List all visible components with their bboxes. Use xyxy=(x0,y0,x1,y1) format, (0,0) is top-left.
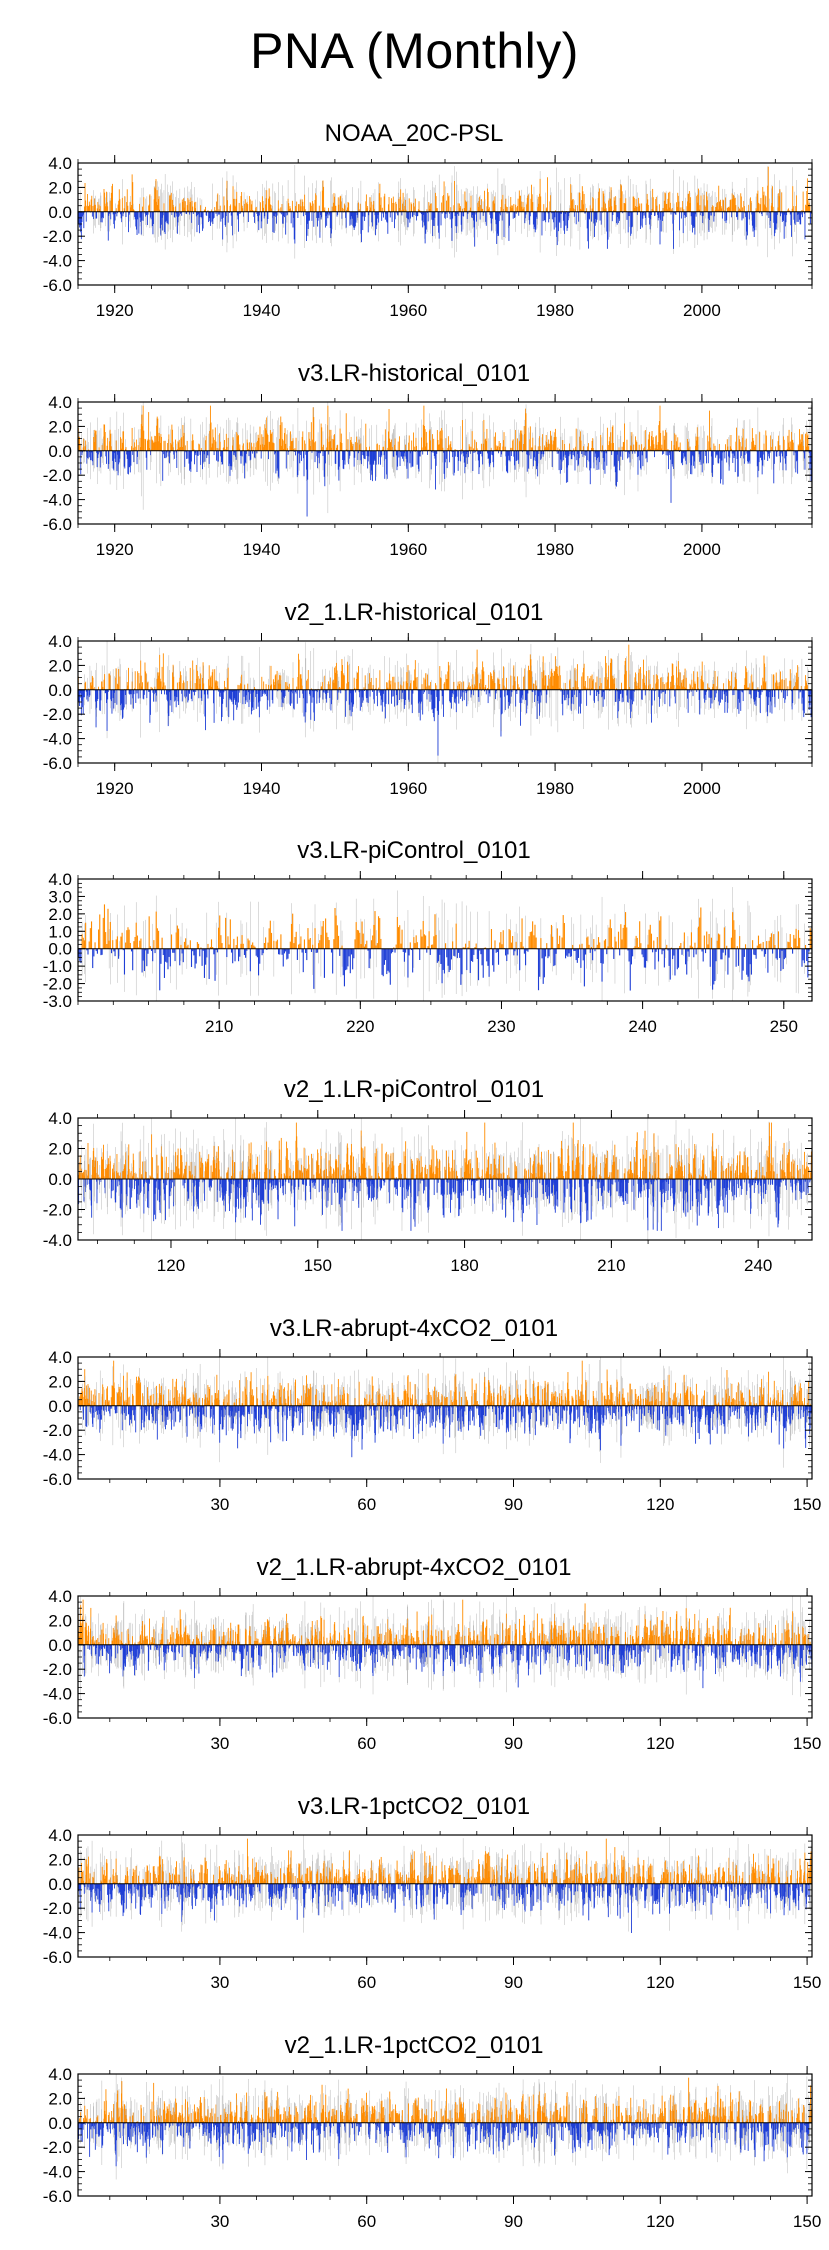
y-tick-label: 4.0 xyxy=(48,393,72,412)
chart-title: v3.LR-piControl_0101 xyxy=(297,837,530,864)
y-tick-label: -2.0 xyxy=(43,466,72,485)
plot-frame xyxy=(78,163,812,285)
series-bars xyxy=(78,402,811,517)
y-tick-label: 2.0 xyxy=(48,178,72,197)
x-tick-label: 1920 xyxy=(96,540,134,559)
x-tick-label: 1960 xyxy=(389,779,427,798)
x-tick-label: 2000 xyxy=(683,779,721,798)
x-tick-label: 1960 xyxy=(389,301,427,320)
y-tick-label: -6.0 xyxy=(43,276,72,295)
x-tick-label: 1980 xyxy=(536,540,574,559)
y-tick-label: 0.0 xyxy=(48,681,72,700)
series-bars xyxy=(79,887,812,1001)
chart-panel: v2_1.LR-historical_0101 4.0 2.0 0.0 -2.0 -4.0… xyxy=(43,599,812,798)
x-tick-label: 1920 xyxy=(96,301,134,320)
x-tick-label: 1960 xyxy=(389,540,427,559)
x-tick-label: 1980 xyxy=(536,779,574,798)
chart-title: v3.LR-historical_0101 xyxy=(298,360,530,387)
y-tick-label: 4.0 xyxy=(48,632,72,651)
y-tick-label: 2.0 xyxy=(48,656,72,675)
x-tick-label: 2000 xyxy=(683,301,721,320)
x-tick-label: 1940 xyxy=(243,540,281,559)
y-tick-label: 0.0 xyxy=(48,442,72,461)
chart-title: v2_1.LR-historical_0101 xyxy=(285,599,544,626)
y-tick-label: 0.0 xyxy=(48,203,72,222)
y-tick-label: -2.0 xyxy=(43,227,72,246)
y-tick-label: -6.0 xyxy=(43,515,72,534)
chart-panel: NOAA_20C-PSL 4.0 2.0 0.0 -2.0 -4.0 -6.0 1920 194… xyxy=(43,120,812,320)
chart-panel: v3.LR-piControl_01014.03.02.01.00.0-1.0-… xyxy=(43,837,812,1036)
chart-title: NOAA_20C-PSL xyxy=(325,120,504,147)
x-tick-label: 1980 xyxy=(536,301,574,320)
x-tick-label: 1920 xyxy=(96,779,134,798)
x-tick-label: 2000 xyxy=(683,540,721,559)
y-tick-label: -4.0 xyxy=(43,491,72,510)
y-tick-label: 2.0 xyxy=(48,417,72,436)
x-tick-label: 1940 xyxy=(243,301,281,320)
y-tick-label: -2.0 xyxy=(43,705,72,724)
x-tick-label: 1940 xyxy=(243,779,281,798)
y-tick-label: -6.0 xyxy=(43,754,72,773)
y-tick-label: 4.0 xyxy=(48,154,72,173)
series-bars xyxy=(78,641,811,763)
chart-panel: v3.LR-historical_0101 4.0 2.0 0.0 -2.0 -4.0 -6… xyxy=(43,360,812,559)
y-tick-label: -4.0 xyxy=(43,252,72,271)
y-tick-label: -4.0 xyxy=(43,730,72,749)
